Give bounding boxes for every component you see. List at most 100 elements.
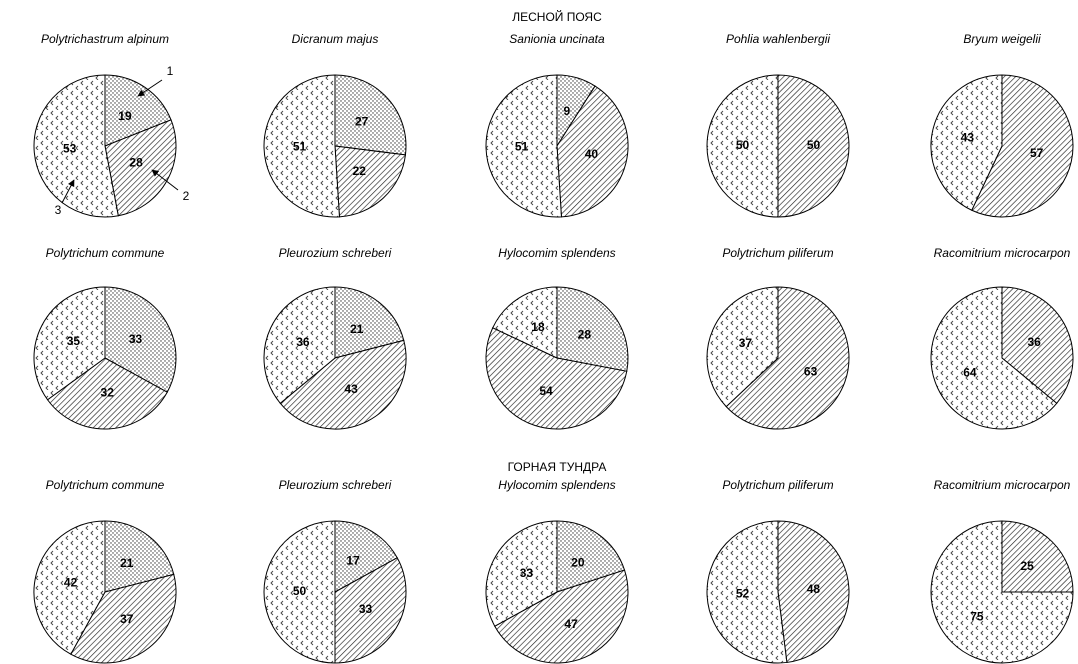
value-label: 21 [350, 322, 364, 336]
pie-slice [263, 286, 336, 404]
section-title: ГОРНАЯ ТУНДРА [508, 460, 607, 474]
pie-slice [33, 286, 106, 401]
value-label: 27 [355, 115, 369, 129]
value-label: 50 [736, 138, 750, 152]
pie-title: Dicranum majus [292, 32, 379, 46]
value-label: 63 [804, 364, 818, 378]
value-label: 33 [129, 332, 143, 346]
pie-slice [279, 339, 407, 430]
value-label: 25 [1020, 559, 1034, 573]
pie-slice [104, 74, 172, 147]
value-label: 53 [63, 142, 77, 156]
pie-title: Sanionia uncinata [509, 32, 605, 46]
section-title: ЛЕСНОЙ ПОЯС [512, 9, 602, 24]
pie-title: Pohlia wahlenbergii [726, 32, 830, 46]
value-label: 57 [1030, 146, 1044, 160]
value-label: 36 [1027, 335, 1041, 349]
pie-title: Pleurozium schreberi [279, 478, 392, 492]
pie-slice [263, 520, 336, 664]
pie-slice [70, 573, 177, 664]
pie-slice [1001, 286, 1074, 404]
value-label: 37 [120, 612, 134, 626]
value-label: 32 [101, 386, 115, 400]
value-label: 43 [344, 382, 358, 396]
pie-slice [104, 286, 177, 393]
pie-title: Bryum weigelii [963, 32, 1041, 46]
pie-slice [334, 557, 407, 664]
pie-slice [725, 286, 850, 430]
value-label: 51 [515, 139, 529, 153]
value-label: 19 [118, 109, 132, 123]
pie-title: Pleurozium schreberi [279, 246, 392, 260]
pie-slice [485, 520, 558, 627]
value-label: 43 [961, 130, 975, 144]
pie-title: Hylocomim splendens [498, 246, 615, 260]
callout-arrow [61, 179, 75, 204]
pie-slice [334, 145, 406, 218]
pie-slice [556, 286, 629, 372]
value-label: 20 [571, 555, 585, 569]
value-label: 28 [578, 328, 592, 342]
pie-slice [492, 286, 558, 359]
value-label: 36 [296, 335, 310, 349]
value-label: 22 [353, 164, 367, 178]
pie-title: Hylocomim splendens [498, 478, 615, 492]
callout-label: 3 [55, 203, 62, 217]
pie-slice [971, 74, 1074, 218]
pie-slice [334, 286, 405, 359]
callout-label: 2 [183, 189, 190, 203]
pie-slice [334, 520, 398, 593]
pie-slice [485, 74, 562, 218]
pie-slice [777, 74, 850, 218]
pie-title: Polytrichum commune [46, 478, 165, 492]
value-label: 18 [531, 320, 545, 334]
value-label: 47 [564, 617, 578, 631]
pie-slice [104, 119, 177, 217]
pie-slice [33, 520, 106, 655]
value-label: 33 [520, 566, 534, 580]
value-label: 50 [293, 584, 307, 598]
value-label: 48 [807, 582, 821, 596]
value-label: 9 [564, 104, 571, 118]
pie-slice [33, 74, 119, 218]
pie-title: Racomitrium microcarpon [934, 478, 1071, 492]
value-label: 40 [585, 147, 599, 161]
value-label: 37 [739, 336, 753, 350]
value-label: 21 [120, 556, 134, 570]
pie-slice [334, 74, 407, 156]
value-label: 52 [736, 586, 750, 600]
pie-slice [930, 74, 1003, 211]
pie-title: Polytrichastrum alpinum [41, 32, 169, 46]
pie-slice [930, 286, 1058, 430]
pie-slice [706, 286, 779, 408]
pie-slice [706, 520, 788, 664]
pie-slice [556, 520, 626, 593]
pie-slice [494, 569, 629, 664]
pie-title: Racomitrium microcarpon [934, 246, 1071, 260]
value-label: 51 [293, 139, 307, 153]
value-label: 42 [64, 575, 78, 589]
pie-slice [777, 520, 850, 663]
callout-label: 1 [167, 64, 174, 78]
pie-slice [46, 357, 168, 430]
callout-arrow [151, 169, 179, 191]
value-label: 64 [963, 365, 977, 379]
pie-slice [1001, 520, 1074, 593]
pie-slice [485, 327, 628, 430]
pie-slice [263, 74, 340, 218]
pie-title: Polytrichum piliferum [722, 478, 833, 492]
value-label: 28 [129, 155, 143, 169]
value-label: 75 [970, 609, 984, 623]
value-label: 50 [807, 138, 821, 152]
pie-slice [930, 520, 1074, 664]
pie-slice [706, 74, 779, 218]
pie-title: Polytrichum commune [46, 246, 165, 260]
value-label: 35 [67, 334, 81, 348]
pie-slice [104, 520, 175, 593]
value-label: 33 [359, 602, 373, 616]
value-label: 17 [346, 554, 360, 568]
pie-title: Polytrichum piliferum [722, 246, 833, 260]
pie-slice [556, 85, 629, 218]
value-label: 54 [539, 384, 553, 398]
